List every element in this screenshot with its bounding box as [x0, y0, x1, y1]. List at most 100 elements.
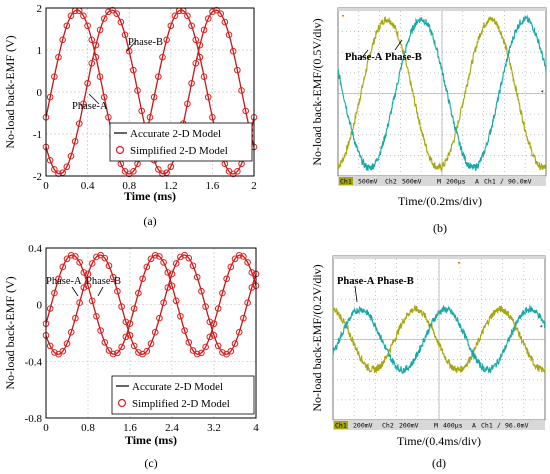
marker-phase-a	[59, 263, 67, 271]
marker-phase-a	[163, 36, 170, 44]
marker-phase-b	[51, 349, 58, 356]
panel-a-xlabel: Time (ms)	[124, 189, 176, 203]
panel-a-xticks: 0 0.4 0.8 1.2 1.6 2	[43, 180, 257, 192]
marker-phase-a	[184, 12, 191, 20]
marker-phase-b	[219, 349, 226, 356]
scope-trace-phase-a	[337, 16, 547, 173]
panel-b-a-label: A	[475, 178, 479, 186]
marker-phase-b	[192, 59, 200, 67]
marker-phase-a	[88, 297, 96, 305]
marker-phase-b	[67, 328, 75, 336]
marker-phase-a	[159, 53, 166, 61]
panel-c-panel-label: (c)	[144, 456, 157, 470]
panel-b-top-bar	[338, 8, 546, 11]
marker-phase-a	[248, 269, 256, 276]
marker-phase-b	[188, 79, 195, 87]
x-tick-label: 3.2	[207, 422, 221, 434]
marker-phase-b	[196, 41, 204, 49]
marker-phase-b	[55, 350, 62, 358]
marker-phase-b	[242, 107, 249, 115]
marker-phase-b	[223, 350, 230, 358]
marker-phase-a	[202, 343, 209, 351]
panel-b-level-marker: ◂	[540, 87, 544, 95]
marker-phase-a	[139, 275, 146, 283]
panel-c-legend-simplified: Simplified 2-D Model	[132, 398, 230, 410]
marker-phase-b	[126, 332, 134, 339]
marker-phase-b	[198, 287, 205, 295]
panel-c-annot-b-leader	[97, 286, 104, 297]
marker-phase-b	[210, 332, 218, 339]
marker-phase-b	[67, 152, 75, 160]
marker-phase-b	[200, 26, 208, 34]
marker-phase-b	[71, 138, 79, 145]
marker-phase-a	[214, 305, 222, 312]
marker-phase-a	[72, 253, 79, 260]
panel-a-legend: Accurate 2-D Model Simplified 2-D Model	[109, 122, 253, 162]
marker-phase-b	[114, 287, 121, 295]
marker-phase-b	[105, 8, 112, 16]
panel-b-status-bg	[338, 176, 546, 186]
marker-phase-a	[63, 22, 71, 30]
marker-phase-a	[101, 339, 109, 346]
marker-phase-b	[168, 270, 176, 278]
marker-phase-a	[55, 275, 62, 283]
marker-phase-b	[209, 8, 216, 16]
marker-phase-a	[118, 343, 125, 351]
panel-d-xlabel: Time/(0.4ms/div)	[397, 434, 481, 448]
marker-phase-a	[80, 12, 87, 20]
marker-phase-b	[160, 299, 167, 307]
marker-phase-a	[177, 312, 184, 320]
marker-phase-a	[196, 53, 204, 61]
panel-d-trigger-marker: ▾	[457, 259, 461, 267]
marker-phase-a	[188, 22, 195, 30]
marker-phase-a	[210, 320, 218, 327]
marker-phase-b	[63, 163, 71, 171]
marker-phase-b	[244, 299, 251, 307]
marker-phase-b	[93, 253, 100, 261]
x-tick-label: 1.2	[164, 180, 178, 192]
marker-phase-b	[248, 284, 256, 291]
panel-b-ch1-label: Ch1	[340, 178, 352, 186]
marker-phase-a	[84, 282, 92, 289]
panel-d-series	[332, 303, 546, 375]
marker-phase-b	[202, 303, 209, 310]
marker-phase-b	[225, 31, 233, 39]
panel-b-panel-label: (b)	[433, 221, 447, 235]
panel-b-annot-a: Phase-A	[345, 52, 383, 63]
panel-c-legend-box	[111, 375, 255, 415]
panel-d-m-label: M	[434, 422, 438, 430]
panel-d-slope: ∕	[497, 422, 501, 430]
marker-phase-b	[151, 328, 159, 336]
y-tick-label: 1	[37, 45, 43, 57]
marker-phase-b	[84, 79, 91, 87]
panel-b-ch1-scale: 500mV	[358, 178, 378, 186]
marker-phase-a	[143, 263, 151, 271]
marker-phase-a	[150, 93, 158, 101]
panel-d-top-bar	[333, 256, 545, 259]
marker-phase-a	[59, 36, 66, 44]
marker-phase-b	[164, 284, 172, 291]
y-tick-label: -1	[33, 129, 42, 141]
marker-phase-a	[160, 259, 167, 266]
panel-a: 0 0.4 0.8 1.2 1.6 2 -2 -1 0 1 2 Time (ms) No-load…	[3, 3, 258, 228]
marker-phase-b	[147, 340, 155, 347]
marker-phase-b	[121, 31, 129, 39]
marker-phase-a	[181, 327, 188, 334]
marker-phase-b	[109, 273, 117, 281]
panel-b-series	[337, 14, 547, 173]
panel-d-annot-b: Phase-B	[377, 276, 414, 287]
marker-phase-b	[130, 66, 137, 74]
marker-phase-a	[231, 255, 239, 263]
marker-phase-a	[46, 305, 54, 312]
panel-b-annot-b-leader	[394, 39, 403, 51]
scope-trace-phase-b	[332, 303, 546, 375]
panel-d-ylabel: No-load back-EMF/(0.2V/div)	[310, 264, 324, 411]
marker-phase-a	[227, 263, 235, 271]
y-tick-label: 2	[37, 3, 43, 15]
marker-phase-a	[80, 269, 88, 276]
marker-phase-b	[88, 260, 96, 267]
panel-d-trig-level: 96.0mV	[505, 422, 529, 430]
marker-phase-a	[168, 282, 176, 289]
marker-phase-b	[189, 262, 197, 270]
marker-phase-a	[55, 53, 62, 61]
